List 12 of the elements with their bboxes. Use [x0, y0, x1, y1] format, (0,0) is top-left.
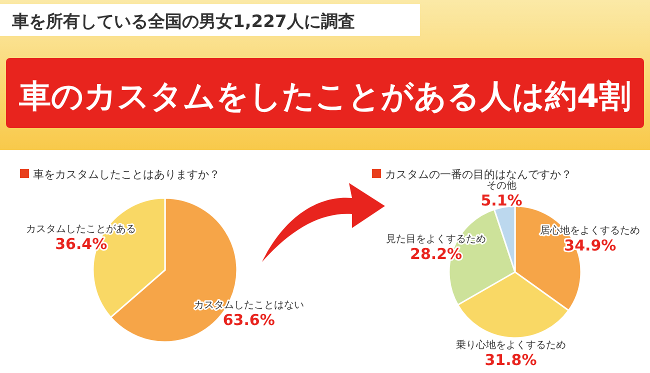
text: 車を所有している全国の男女1,227人に調査: [11, 12, 355, 32]
text: 車のカスタムをしたことがある人は約4割: [18, 77, 632, 115]
data-label: 5.1%: [480, 192, 522, 210]
data-label: 31.8%: [484, 351, 537, 369]
data-label: 63.6%: [222, 311, 275, 330]
chart-title: 車をカスタムしたことはありますか？: [33, 168, 220, 181]
chart-title: カスタムの一番の目的はなんですか？: [385, 168, 572, 181]
slice-label: その他: [486, 180, 517, 192]
data-label: 28.2%: [410, 244, 462, 263]
slice-label: 見た目をよくするため: [386, 234, 486, 245]
slice-label: 乗り心地をよくするため: [456, 339, 566, 351]
slice-label: カスタムしたことがある: [26, 224, 136, 235]
